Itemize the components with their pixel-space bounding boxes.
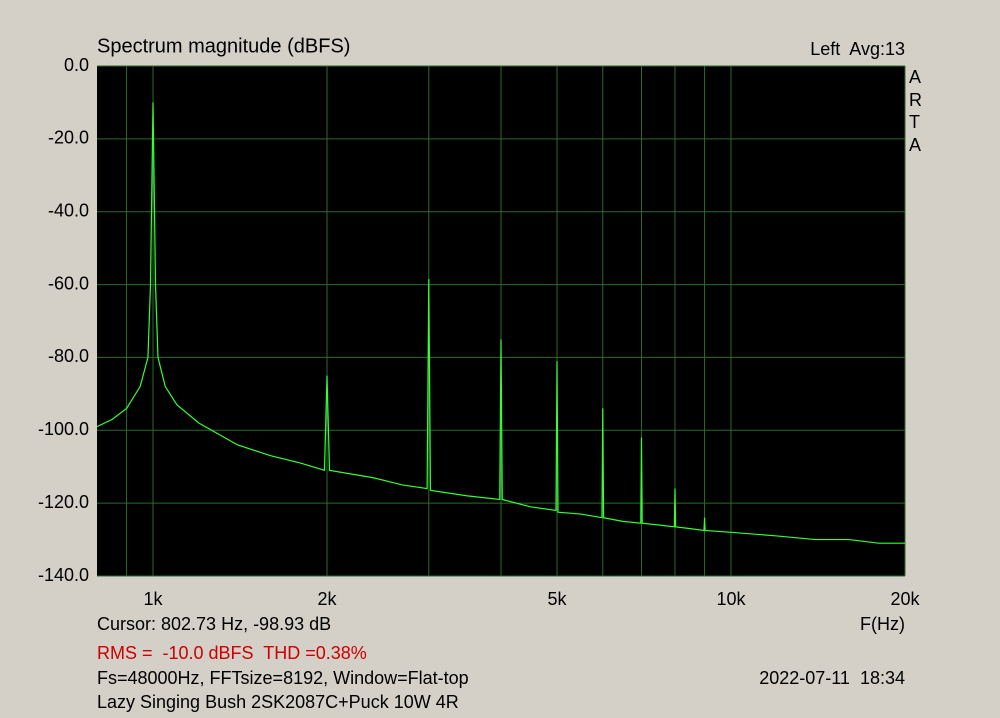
timestamp: 2022-07-11 18:34 xyxy=(759,668,905,688)
rms-readout: RMS = -10.0 dBFS THD =0.38% xyxy=(97,643,367,663)
spectrum-line xyxy=(96,102,905,544)
y-tick-label: 0.0 xyxy=(64,55,89,75)
x-tick-label: 10k xyxy=(716,589,746,609)
cursor-readout: Cursor: 802.73 Hz, -98.93 dB xyxy=(97,614,331,634)
x-tick-label: 20k xyxy=(890,589,920,609)
y-tick-label: -60.0 xyxy=(48,273,89,293)
x-tick-label: 5k xyxy=(548,589,568,609)
watermark: ARTA xyxy=(909,67,922,155)
y-tick-label: -40.0 xyxy=(48,200,89,220)
y-tick-label: -100.0 xyxy=(38,419,89,439)
x-tick-label: 2k xyxy=(317,589,337,609)
x-tick-label: 1k xyxy=(144,589,164,609)
y-tick-label: -140.0 xyxy=(38,565,89,585)
description: Lazy Singing Bush 2SK2087C+Puck 10W 4R xyxy=(97,692,459,712)
channel-label: Left Avg:13 xyxy=(810,39,905,59)
x-axis-label: F(Hz) xyxy=(860,614,905,634)
chart-title: Spectrum magnitude (dBFS) xyxy=(97,35,350,57)
y-tick-label: -80.0 xyxy=(48,346,89,366)
y-tick-label: -20.0 xyxy=(48,128,89,148)
settings: Fs=48000Hz, FFTsize=8192, Window=Flat-to… xyxy=(97,668,469,688)
y-tick-label: -120.0 xyxy=(38,492,89,512)
